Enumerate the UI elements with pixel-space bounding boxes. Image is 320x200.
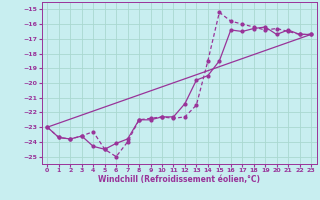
X-axis label: Windchill (Refroidissement éolien,°C): Windchill (Refroidissement éolien,°C) [98, 175, 260, 184]
